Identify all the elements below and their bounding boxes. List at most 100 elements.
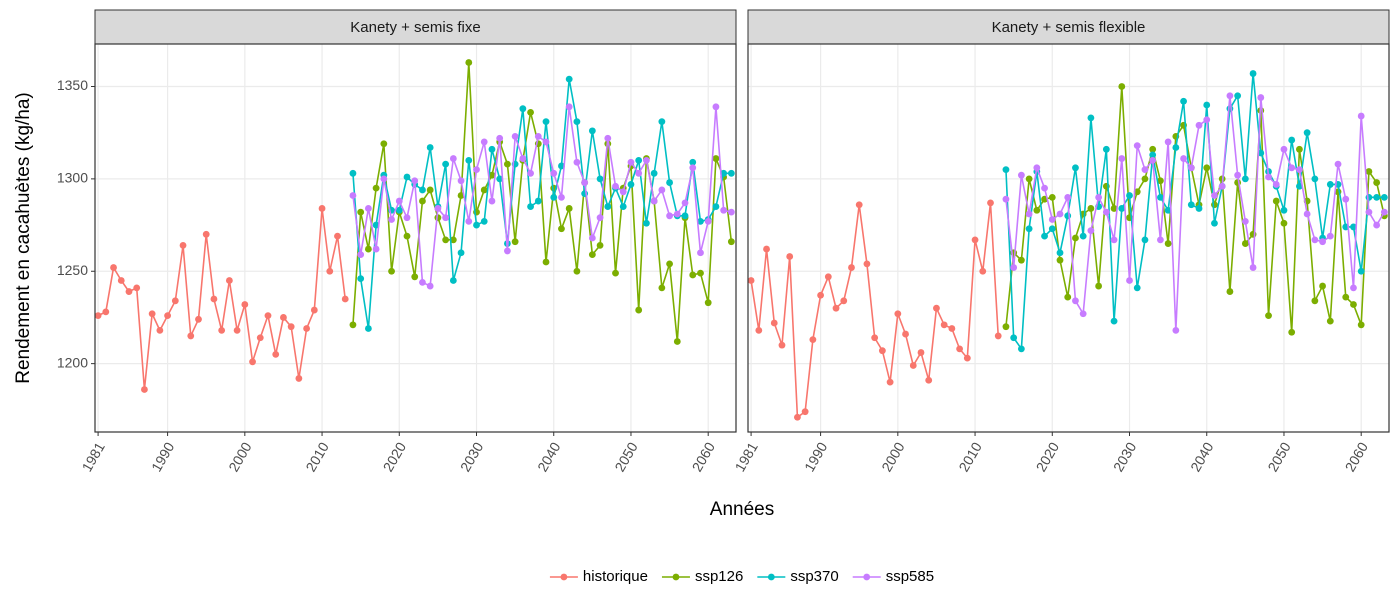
data-point	[504, 247, 511, 255]
data-point	[712, 103, 720, 111]
data-point	[1203, 101, 1211, 109]
data-point	[1010, 264, 1018, 271]
data-point	[480, 138, 488, 146]
data-point	[465, 59, 473, 66]
data-point	[1025, 210, 1033, 218]
data-point	[1319, 238, 1326, 246]
data-point	[403, 173, 411, 181]
legend-swatch-point	[767, 573, 775, 581]
data-point	[712, 203, 720, 210]
data-point	[1172, 144, 1180, 151]
data-point	[840, 297, 848, 305]
data-point	[604, 203, 612, 210]
data-point	[334, 232, 341, 240]
data-point	[272, 351, 280, 358]
legend-label: ssp585	[886, 568, 934, 585]
data-point	[801, 408, 809, 416]
y-axis-label: Rendement en cacahuètes (kg/ha)	[13, 92, 34, 384]
data-point	[1118, 205, 1126, 212]
data-point	[171, 297, 179, 305]
legend-item: ssp126	[661, 568, 743, 585]
data-point	[635, 306, 643, 314]
data-point	[689, 164, 697, 172]
data-point	[141, 386, 148, 393]
data-point	[612, 182, 619, 190]
data-point	[179, 241, 187, 249]
data-point	[666, 212, 673, 220]
data-point	[1350, 301, 1357, 308]
legend-label: ssp126	[695, 568, 743, 585]
data-point	[1350, 284, 1357, 292]
data-point	[1241, 240, 1249, 247]
data-point	[527, 169, 534, 177]
data-point	[1172, 326, 1180, 334]
data-point	[1095, 282, 1103, 290]
data-point	[1365, 208, 1373, 216]
data-point	[1342, 195, 1350, 203]
data-point	[1064, 212, 1072, 220]
data-point	[956, 345, 964, 353]
data-point	[1303, 129, 1311, 137]
data-point	[1126, 192, 1133, 199]
data-point	[1319, 282, 1326, 290]
data-point	[1365, 193, 1373, 201]
data-point	[878, 347, 886, 355]
data-point	[994, 332, 1002, 340]
data-point	[187, 332, 195, 340]
data-point	[681, 212, 689, 220]
data-point	[666, 179, 673, 186]
data-point	[364, 245, 372, 253]
data-point	[1041, 232, 1048, 240]
data-point	[233, 326, 241, 334]
data-point	[256, 334, 264, 342]
data-point	[558, 193, 565, 201]
plot-area	[748, 70, 1388, 421]
y-tick-label: 1250	[57, 262, 88, 278]
data-point	[635, 157, 643, 164]
data-point	[488, 171, 496, 179]
data-point	[596, 214, 604, 222]
data-point	[573, 118, 581, 125]
data-point	[770, 319, 778, 327]
data-point	[1365, 168, 1373, 175]
x-axis-label: Années	[710, 499, 774, 520]
data-point	[1373, 221, 1381, 229]
y-tick-label: 1300	[57, 170, 88, 186]
data-point	[794, 413, 801, 421]
data-point	[1056, 210, 1064, 218]
data-point	[1326, 232, 1334, 240]
data-point	[1195, 121, 1203, 129]
data-point	[473, 166, 480, 174]
panel-title: Kanety + semis fixe	[350, 19, 480, 36]
data-point	[527, 203, 534, 210]
data-point	[886, 378, 894, 386]
data-point	[1226, 288, 1234, 295]
data-point	[1002, 166, 1010, 174]
data-point	[1326, 317, 1334, 325]
data-point	[133, 284, 141, 292]
data-point	[457, 177, 465, 185]
data-point	[1187, 164, 1195, 172]
data-point	[1133, 188, 1141, 196]
data-point	[565, 75, 573, 83]
data-point	[1149, 145, 1157, 153]
data-point	[148, 310, 156, 318]
data-point	[364, 205, 372, 212]
data-point	[1288, 164, 1296, 172]
data-point	[697, 217, 704, 225]
data-point	[1218, 182, 1226, 190]
data-point	[1203, 116, 1211, 124]
legend-label: ssp370	[790, 568, 838, 585]
data-point	[1311, 297, 1319, 305]
data-point	[1296, 145, 1303, 153]
data-point	[1157, 236, 1164, 244]
data-point	[287, 323, 295, 331]
data-point	[588, 251, 596, 259]
y-tick-label: 1200	[57, 354, 88, 370]
data-point	[971, 236, 979, 244]
data-point	[619, 188, 627, 196]
data-point	[403, 232, 411, 240]
data-point	[1296, 182, 1303, 190]
y-tick-label: 1350	[57, 77, 88, 93]
data-point	[1373, 193, 1381, 201]
